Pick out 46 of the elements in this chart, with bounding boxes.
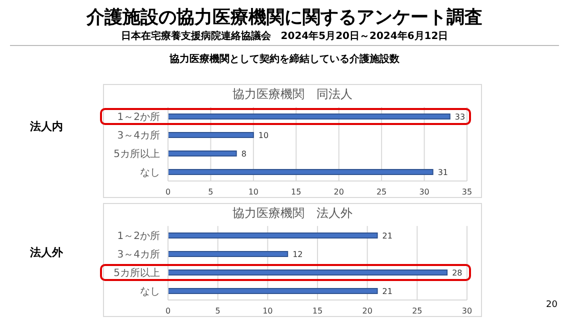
x-tick-label: 10 — [248, 188, 259, 197]
x-tick-label: 25 — [412, 306, 422, 316]
bar — [168, 288, 378, 294]
bar — [168, 114, 450, 120]
data-label: 12 — [292, 250, 303, 259]
bar — [168, 232, 378, 238]
y-tick-label: なし — [140, 286, 160, 298]
bar — [168, 270, 448, 276]
y-tick-label: 5カ所以上 — [114, 148, 160, 160]
y-tick-label: 1～2か所 — [117, 230, 160, 242]
x-tick-label: 0 — [165, 306, 171, 316]
y-tick-label: なし — [140, 167, 160, 178]
text: 法人内 — [30, 119, 64, 134]
x-tick-label: 20 — [334, 188, 344, 197]
chart-title: 協力医療機関 法人外 — [232, 205, 354, 222]
x-tick-label: 5 — [208, 188, 214, 197]
y-tick-label: 5カ所以上 — [114, 266, 160, 279]
x-tick-label: 10 — [262, 306, 273, 316]
x-tick-label: 30 — [419, 188, 430, 197]
x-tick-label: 5 — [215, 306, 220, 316]
x-tick-label: 15 — [312, 306, 323, 316]
x-tick-label: 0 — [165, 188, 171, 197]
chart-title: 協力医療機関 同法人 — [232, 86, 354, 103]
x-tick-label: 20 — [362, 306, 372, 316]
x-tick-label: 35 — [462, 188, 472, 197]
y-tick-label: 3～4カ所 — [117, 129, 160, 142]
bar — [168, 150, 237, 156]
data-label: 21 — [382, 286, 392, 296]
data-label: 28 — [452, 268, 462, 278]
text: 日本在宅療養支援病院連絡協議会 2024年5月20日～2024年6月12日 — [120, 29, 450, 43]
text: 介護施設の協力医療機関に関するアンケート調査 — [85, 6, 484, 29]
y-tick-label: 1～2か所 — [117, 110, 160, 123]
data-label: 8 — [241, 149, 246, 158]
bar — [168, 251, 288, 257]
bar — [168, 169, 434, 175]
x-tick-label: 30 — [462, 306, 472, 316]
text: 協力医療機関として契約を締結している介護施設数 — [168, 52, 400, 66]
text: 法人外 — [30, 245, 64, 260]
x-tick-label: 15 — [291, 188, 302, 197]
bar — [168, 132, 254, 138]
x-tick-label: 25 — [376, 188, 387, 197]
data-label: 33 — [454, 112, 466, 122]
data-label: 10 — [258, 130, 269, 140]
data-label: 31 — [438, 168, 448, 177]
data-label: 21 — [382, 231, 392, 240]
y-tick-label: 3～4カ所 — [117, 248, 160, 260]
